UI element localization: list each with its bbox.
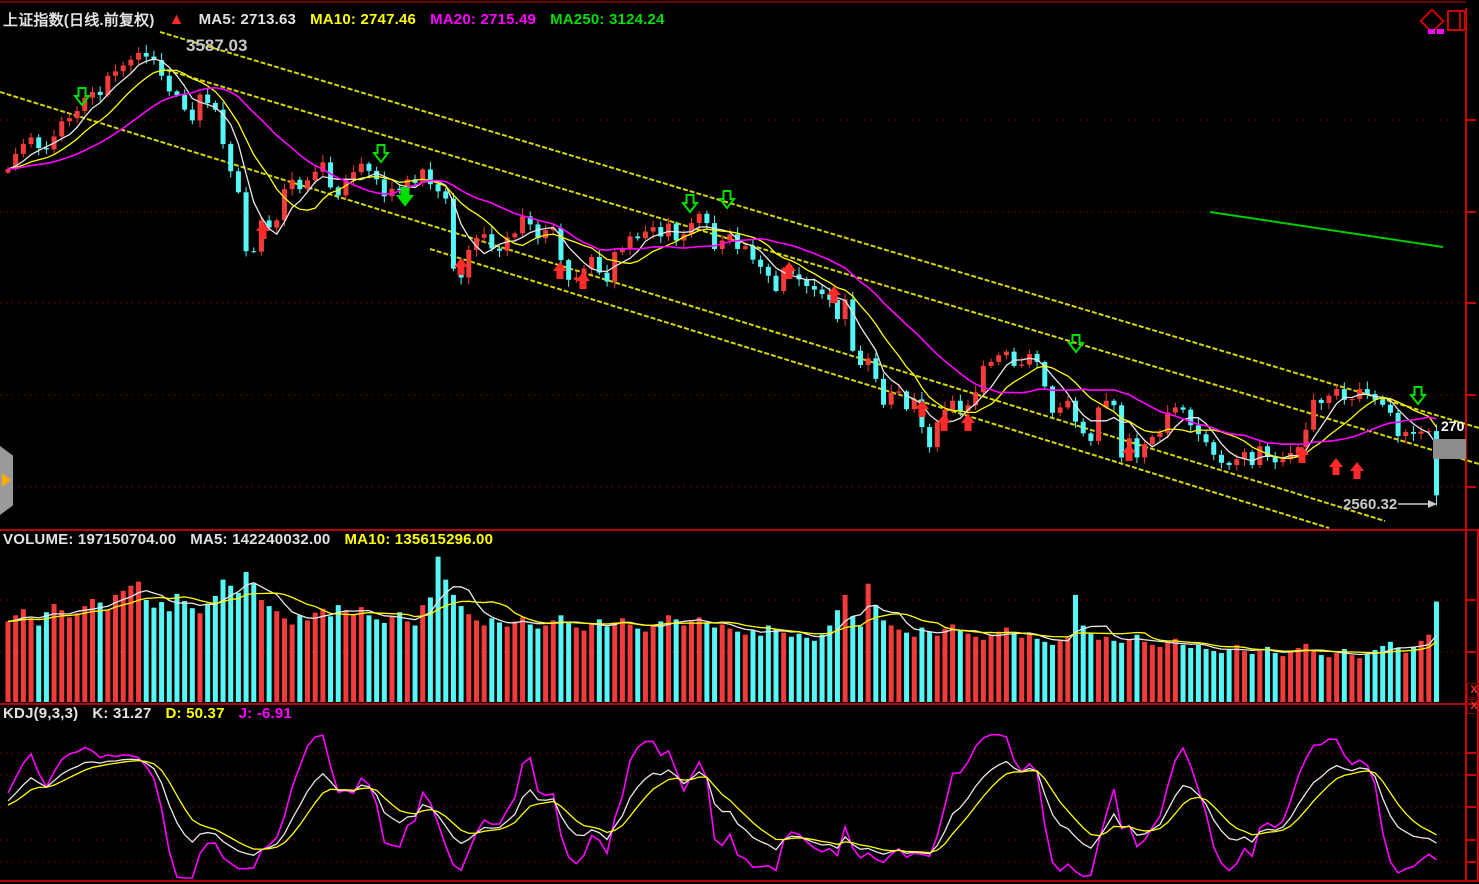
kdj-j-value: J: -6.91 bbox=[238, 705, 292, 722]
main-chart-pane[interactable] bbox=[0, 2, 1479, 530]
volume-ma10-value: MA10: 135615296.00 bbox=[344, 531, 494, 548]
magenta-marker-icon bbox=[1428, 29, 1435, 34]
volume-ma5-value: MA5: 142240032.00 bbox=[190, 531, 331, 548]
split-panes-icon[interactable] bbox=[1447, 10, 1466, 31]
kdj-label: KDJ(9,3,3) bbox=[3, 705, 79, 722]
volume-pane[interactable] bbox=[0, 530, 1479, 704]
peak-price-label: 3587.03 bbox=[186, 36, 248, 55]
close-kdj-pane-button[interactable]: X bbox=[1467, 699, 1479, 714]
kdj-pane[interactable] bbox=[0, 704, 1479, 881]
ma20-value: MA20: 2715.49 bbox=[430, 11, 537, 28]
volume-value: VOLUME: 197150704.00 bbox=[3, 531, 177, 548]
kdj-header: KDJ(9,3,3) K: 31.27 D: 50.37 J: -6.91 bbox=[3, 705, 292, 722]
low-price-label: 2560.32 bbox=[1343, 496, 1398, 513]
ma250-value: MA250: 3124.24 bbox=[550, 11, 665, 28]
volume-header: VOLUME: 197150704.00 MA5: 142240032.00 M… bbox=[3, 531, 493, 548]
symbol-title: 上证指数(日线.前复权) bbox=[3, 12, 155, 29]
main-chart-header: 上证指数(日线.前复权) ▲ MA5: 2713.63 MA10: 2747.4… bbox=[3, 9, 665, 30]
kdj-d-value: D: 50.37 bbox=[165, 705, 225, 722]
trend-up-arrow-icon: ▲ bbox=[168, 10, 185, 28]
sidebar-expander-tab[interactable] bbox=[0, 446, 13, 515]
clipped-price-label: 270 bbox=[1441, 418, 1465, 434]
expand-right-icon bbox=[2, 473, 11, 487]
ma10-value: MA10: 2747.46 bbox=[310, 11, 417, 28]
kdj-k-value: K: 31.27 bbox=[92, 705, 152, 722]
close-volume-pane-button[interactable]: X bbox=[1467, 683, 1479, 698]
magenta-marker-icon bbox=[1437, 29, 1444, 34]
drag-label-box[interactable] bbox=[1433, 439, 1466, 459]
ma5-value: MA5: 2713.63 bbox=[198, 11, 297, 28]
